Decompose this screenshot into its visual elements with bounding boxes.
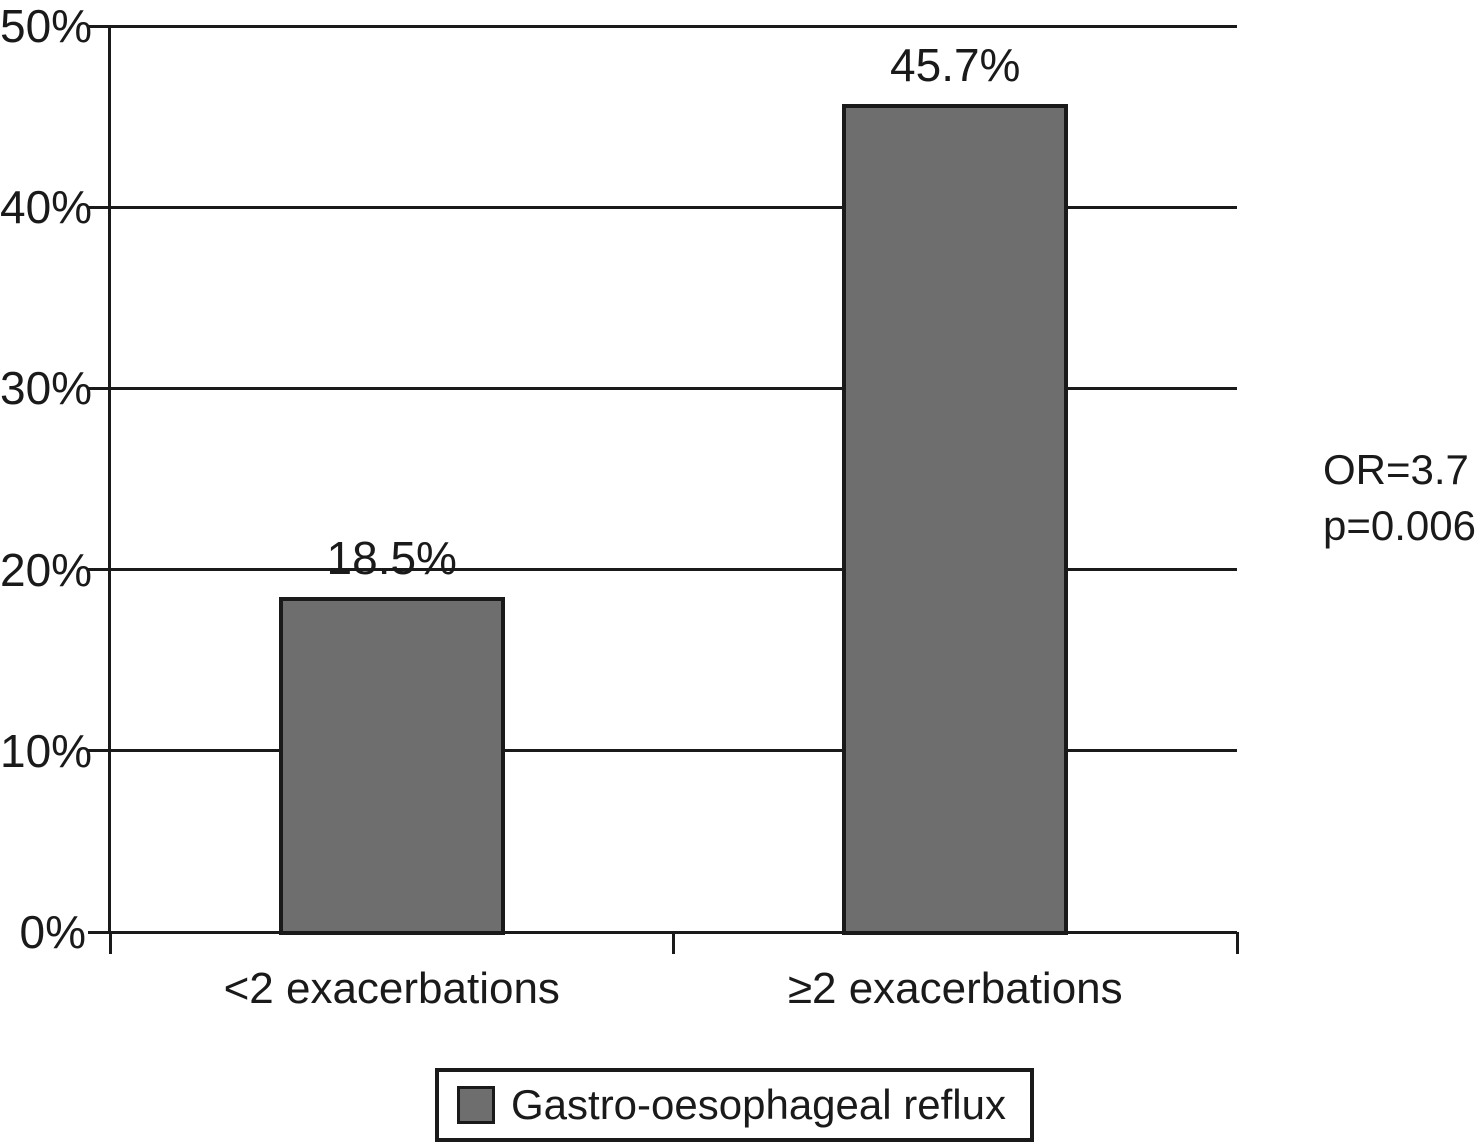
y-axis-tick-label: 40% bbox=[0, 181, 93, 234]
p-value-text: p=0.006 bbox=[1323, 502, 1476, 549]
x-axis-category-label: <2 exacerbations bbox=[223, 964, 560, 1013]
bar-value-label: 45.7% bbox=[890, 38, 1021, 91]
x-tick bbox=[108, 932, 112, 954]
y-axis-tick-label: 30% bbox=[0, 362, 93, 415]
y-tick bbox=[88, 386, 110, 390]
bar-1 bbox=[278, 596, 505, 935]
gridline bbox=[110, 205, 1237, 209]
stats-annotation: OR=3.7 p=0.006 bbox=[1323, 442, 1476, 554]
gridline bbox=[110, 24, 1237, 28]
y-tick bbox=[88, 930, 110, 934]
y-tick bbox=[88, 24, 110, 28]
odds-ratio-text: OR=3.7 bbox=[1323, 446, 1469, 493]
y-tick bbox=[88, 749, 110, 753]
y-axis-line bbox=[108, 26, 111, 934]
legend-label: Gastro-oesophageal reflux bbox=[511, 1081, 1006, 1128]
legend-swatch-icon bbox=[457, 1086, 495, 1124]
y-axis-tick-label: 10% bbox=[0, 724, 93, 777]
gridline bbox=[110, 386, 1237, 390]
bar-value-label: 18.5% bbox=[326, 531, 457, 584]
gridline bbox=[110, 749, 1237, 753]
y-tick bbox=[88, 568, 110, 572]
bar-2 bbox=[842, 103, 1069, 935]
gridline bbox=[110, 568, 1237, 572]
y-axis-tick-label: 0% bbox=[19, 906, 86, 958]
legend: Gastro-oesophageal reflux bbox=[435, 1068, 1034, 1142]
y-axis-tick-label: 50% bbox=[0, 0, 93, 52]
x-tick bbox=[1235, 932, 1239, 954]
x-tick bbox=[672, 932, 675, 954]
y-tick bbox=[88, 205, 110, 209]
y-axis-tick-label: 20% bbox=[0, 543, 93, 596]
x-axis-category-label: ≥2 exacerbations bbox=[787, 964, 1123, 1013]
